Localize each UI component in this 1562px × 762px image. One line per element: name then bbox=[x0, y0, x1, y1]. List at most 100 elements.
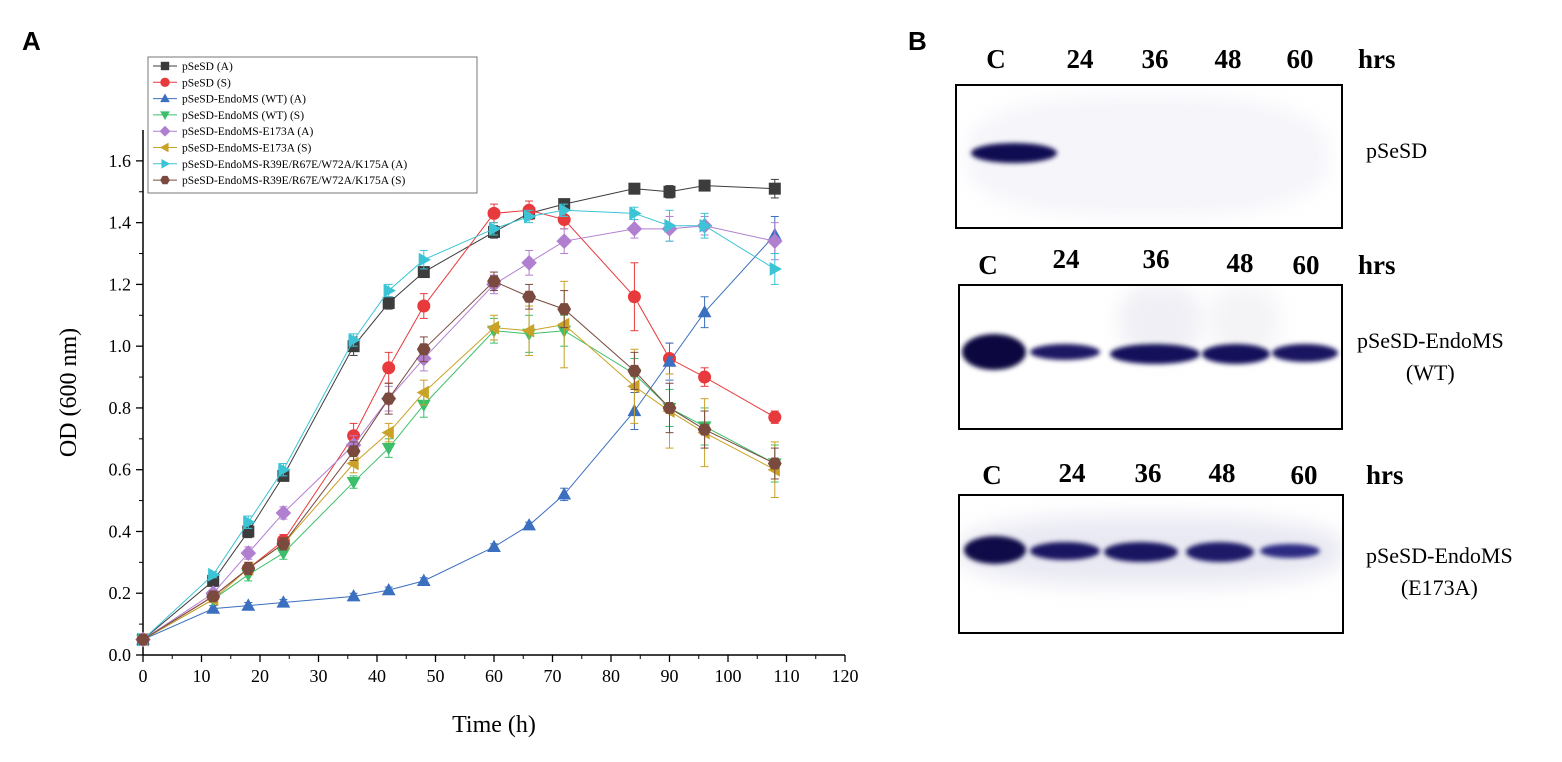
series-3-point bbox=[697, 305, 712, 318]
y-tick-label: 0.8 bbox=[109, 398, 132, 418]
series-1-point bbox=[382, 296, 395, 309]
series-8-point bbox=[346, 445, 361, 458]
hrs-label: hrs bbox=[1366, 460, 1404, 490]
band-lane-48 bbox=[1186, 542, 1254, 562]
band-lane-c bbox=[971, 143, 1057, 163]
legend-swatch-marker bbox=[160, 77, 170, 88]
series-6 bbox=[135, 280, 780, 647]
blot-name-endoms-e173a: pSeSD-EndoMS (E173A) bbox=[1366, 543, 1513, 600]
series-6-line bbox=[142, 324, 776, 640]
band-lane-24 bbox=[1030, 542, 1100, 560]
series-3-point bbox=[241, 598, 256, 611]
series-7-point bbox=[278, 462, 291, 477]
legend-entry: pSeSD (S) bbox=[182, 77, 231, 89]
lane-label-48: 48 bbox=[1208, 458, 1236, 488]
series-5-point bbox=[626, 221, 643, 237]
series-5-point bbox=[275, 505, 292, 521]
series-3-point bbox=[206, 601, 221, 614]
series-8-point bbox=[767, 457, 782, 470]
legend-entry: pSeSD-EndoMS-R39E/R67E/W72A/K175A (S) bbox=[182, 175, 405, 187]
series-7-point bbox=[348, 333, 361, 347]
series-2-point bbox=[627, 290, 641, 304]
od-growth-chart: 0 10 20 30 40 50 60 70 80 90 100 110 120 0.0 0.2 0.4 0.6… bbox=[56, 56, 859, 738]
series-7-point bbox=[383, 283, 396, 298]
series-2-point bbox=[698, 370, 712, 384]
series-2 bbox=[136, 200, 782, 647]
blot-image-endoms-wt bbox=[958, 284, 1343, 430]
hrs-label: hrs bbox=[1358, 44, 1396, 74]
legend-swatch-marker bbox=[159, 125, 171, 137]
lane-label-24: 24 bbox=[1058, 458, 1086, 488]
blot-name-endoms-wt: pSeSD-EndoMS (WT) bbox=[1357, 328, 1504, 385]
series-3-point bbox=[416, 573, 431, 586]
series-3-point bbox=[557, 487, 572, 500]
series-8-point bbox=[276, 537, 291, 550]
series-4-line bbox=[142, 330, 776, 640]
series-7-point bbox=[664, 218, 677, 233]
series-1-line bbox=[142, 185, 775, 640]
lane-label-36: 36 bbox=[1134, 458, 1162, 488]
series-4 bbox=[136, 314, 782, 647]
series-5-point bbox=[556, 233, 572, 249]
series-3-point bbox=[276, 595, 291, 608]
series-3-point bbox=[662, 354, 677, 367]
x-tick-label: 40 bbox=[368, 666, 386, 686]
series-6-point bbox=[486, 320, 500, 335]
series-7-point bbox=[524, 209, 537, 224]
legend-entry: pSeSD-EndoMS (WT) (A) bbox=[182, 94, 306, 106]
series-8-point bbox=[557, 303, 572, 316]
lane-label-36: 36 bbox=[1141, 44, 1169, 74]
legend-swatch-marker bbox=[160, 111, 170, 120]
series-8-point bbox=[136, 633, 150, 646]
x-tick-label: 70 bbox=[544, 666, 562, 686]
hrs-label: hrs bbox=[1358, 250, 1396, 280]
series-8-point bbox=[662, 401, 677, 414]
series-7-point bbox=[243, 515, 256, 530]
x-axis-label: Time (h) bbox=[452, 712, 536, 738]
x-tick-label: 30 bbox=[310, 666, 328, 686]
series-4-point bbox=[346, 476, 361, 490]
series-8-point bbox=[206, 590, 221, 603]
series-3-point bbox=[381, 582, 396, 596]
series-3-point bbox=[487, 539, 501, 553]
band-lane-36 bbox=[1110, 344, 1200, 364]
series-8-point bbox=[241, 562, 256, 575]
legend-entry: pSeSD-EndoMS-R39E/R67E/W72A/K175A (A) bbox=[182, 159, 407, 171]
series-2-point bbox=[382, 361, 396, 375]
series-7-point bbox=[699, 218, 712, 233]
legend-entry: pSeSD-EndoMS-E173A (A) bbox=[182, 126, 313, 138]
panel-label-a: A bbox=[22, 26, 41, 56]
series-8-point bbox=[381, 392, 396, 405]
y-tick-label: 0.2 bbox=[109, 583, 132, 603]
series-8-point bbox=[487, 275, 501, 288]
lane-label-48: 48 bbox=[1226, 248, 1254, 278]
lane-label-c: C bbox=[978, 250, 998, 280]
x-tick-label: 120 bbox=[832, 666, 859, 686]
series-1-point bbox=[628, 182, 641, 195]
series-7-point bbox=[208, 567, 221, 582]
lane-label-36: 36 bbox=[1142, 244, 1170, 274]
legend-swatch-marker bbox=[160, 61, 170, 71]
lane-label-60: 60 bbox=[1292, 250, 1320, 280]
series-6-point bbox=[521, 323, 535, 338]
series-5-point bbox=[240, 545, 257, 561]
lane-label-60: 60 bbox=[1286, 44, 1314, 74]
series-3-line bbox=[142, 234, 776, 641]
series-5-point bbox=[767, 233, 783, 249]
series-7-point bbox=[769, 262, 782, 276]
series-4-point bbox=[276, 547, 291, 561]
x-tick-label: 90 bbox=[661, 666, 679, 686]
series-7-point bbox=[488, 221, 502, 236]
series-7-line bbox=[142, 209, 776, 640]
legend-box bbox=[147, 56, 478, 194]
series-7-point bbox=[559, 203, 572, 218]
x-tick-label: 20 bbox=[251, 666, 269, 686]
series-8-point bbox=[416, 343, 431, 356]
x-tick-label: 110 bbox=[773, 666, 799, 686]
band-lane-60 bbox=[1272, 344, 1338, 362]
series-2-point bbox=[487, 206, 501, 220]
series-5-point bbox=[521, 254, 537, 271]
legend-entry: pSeSD (A) bbox=[182, 61, 233, 73]
x-tick-label: 10 bbox=[193, 666, 211, 686]
x-tick-label: 100 bbox=[715, 666, 742, 686]
